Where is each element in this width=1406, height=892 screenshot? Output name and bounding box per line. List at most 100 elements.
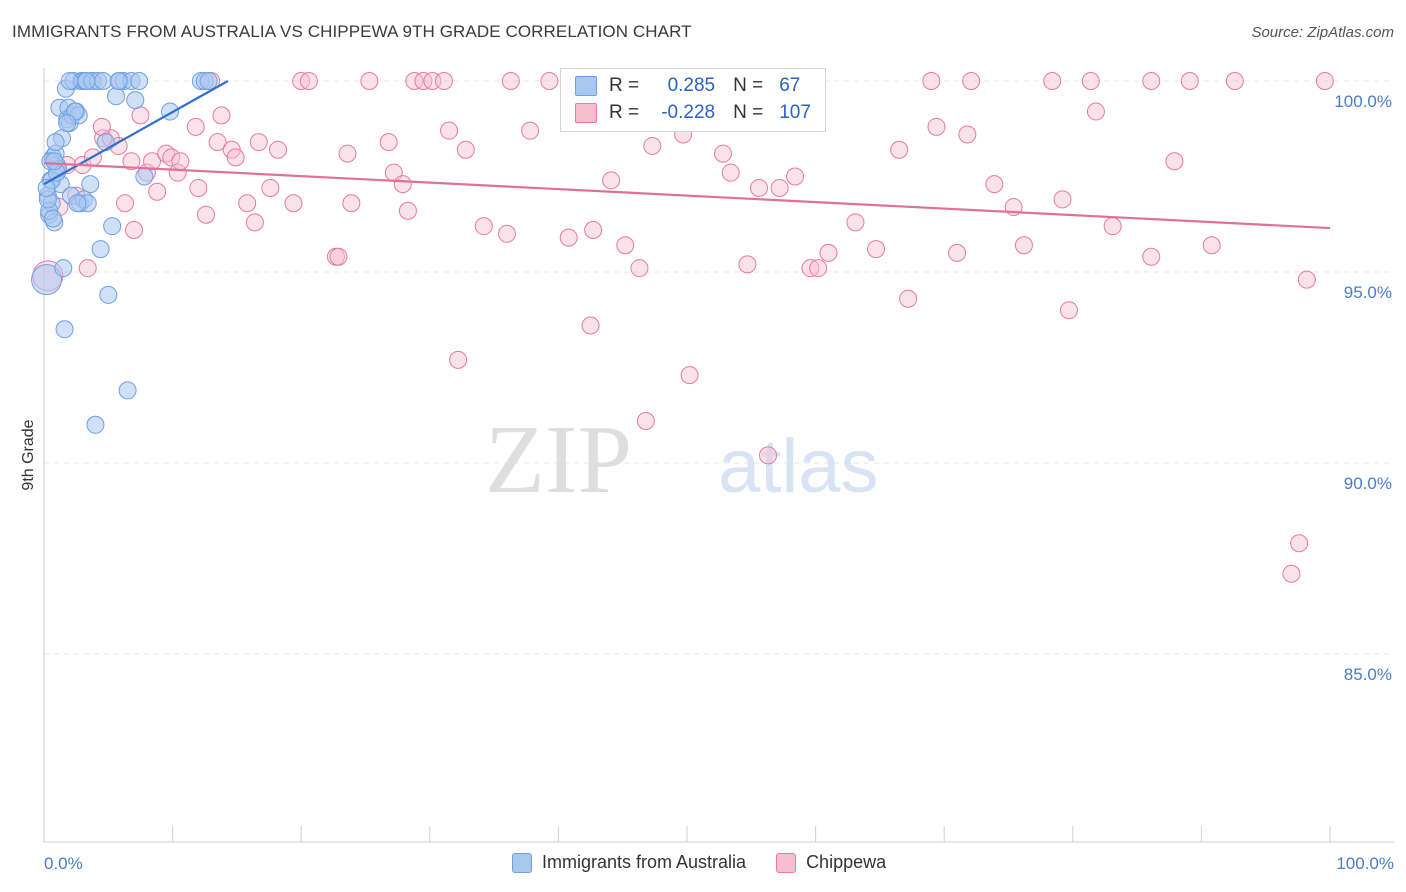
chippewa-point bbox=[434, 72, 453, 90]
legend-swatch-pink bbox=[776, 852, 797, 873]
australia-point bbox=[31, 264, 63, 296]
chippewa-point bbox=[948, 243, 967, 262]
chippewa-trend-line bbox=[43, 162, 1331, 230]
chippewa-point bbox=[1297, 270, 1316, 289]
chippewa-point bbox=[299, 72, 318, 90]
watermark-atlas: atlas bbox=[718, 424, 879, 509]
legend-label: Immigrants from Australia bbox=[542, 852, 747, 872]
y-tick-label: 85.0% bbox=[1344, 665, 1392, 684]
r-label: R = bbox=[609, 102, 640, 123]
chippewa-point bbox=[1086, 102, 1105, 121]
australia-point bbox=[77, 72, 96, 90]
chippewa-point bbox=[186, 117, 205, 136]
chippewa-point bbox=[1180, 72, 1199, 90]
chippewa-point bbox=[125, 220, 144, 239]
australia-point bbox=[44, 209, 63, 228]
australia-point bbox=[68, 194, 87, 213]
chippewa-point bbox=[962, 72, 981, 90]
australia-point bbox=[55, 320, 74, 339]
australia-point bbox=[199, 72, 218, 90]
chippewa-point bbox=[92, 117, 111, 136]
chippewa-point bbox=[212, 106, 231, 125]
y-tick-label: 100.0% bbox=[1334, 92, 1392, 111]
x-tick-label: 100.0% bbox=[1336, 854, 1394, 873]
chippewa-point bbox=[616, 236, 635, 255]
chippewa-point bbox=[819, 243, 838, 262]
chippewa-point bbox=[338, 144, 357, 163]
legend-swatch-blue bbox=[512, 852, 532, 873]
chippewa-point bbox=[197, 205, 216, 224]
y-tick-label: 95.0% bbox=[1344, 283, 1392, 302]
chippewa-point bbox=[958, 125, 977, 144]
chippewa-point bbox=[393, 175, 412, 194]
n-label: N = bbox=[733, 75, 764, 96]
australia-point bbox=[107, 87, 126, 106]
australia-point bbox=[130, 72, 149, 90]
stats-swatch-pink bbox=[575, 103, 597, 123]
australia-point bbox=[109, 72, 128, 90]
chippewa-point bbox=[78, 259, 97, 278]
australia-point bbox=[58, 114, 77, 133]
chippewa-point bbox=[449, 350, 468, 369]
chippewa-point bbox=[414, 72, 433, 90]
legend-item-chippewa[interactable]: Chippewa bbox=[776, 852, 886, 873]
x-tick-label: 0.0% bbox=[44, 854, 83, 873]
chippewa-point bbox=[474, 217, 493, 236]
trend-lines bbox=[43, 80, 1331, 230]
chippewa-point bbox=[581, 316, 600, 335]
legend: Immigrants from Australia Chippewa bbox=[512, 852, 886, 873]
chippewa-point bbox=[846, 213, 865, 232]
chippewa-point bbox=[1014, 236, 1033, 255]
chippewa-point bbox=[890, 140, 909, 159]
stats-row-australia: R = 0.285 N = 67 bbox=[575, 75, 800, 97]
n-value: 67 bbox=[779, 75, 801, 96]
chippewa-point bbox=[284, 194, 303, 213]
chippewa-point bbox=[899, 289, 918, 308]
chippewa-point bbox=[208, 133, 227, 152]
n-value: 107 bbox=[779, 102, 811, 123]
australia-point bbox=[99, 285, 118, 304]
chippewa-point bbox=[292, 72, 311, 90]
gridlines bbox=[44, 80, 1394, 655]
chippewa-point bbox=[770, 178, 789, 197]
r-label: R = bbox=[609, 75, 640, 96]
chippewa-point bbox=[922, 72, 941, 90]
chippewa-point bbox=[1142, 72, 1161, 90]
chippewa-point bbox=[245, 213, 264, 232]
chippewa-point bbox=[116, 194, 135, 213]
chippewa-point bbox=[809, 259, 828, 278]
australia-trend-line bbox=[43, 80, 229, 186]
chippewa-point bbox=[738, 255, 757, 274]
r-value: 0.285 bbox=[667, 75, 716, 96]
chippewa-point bbox=[440, 121, 459, 140]
chippewa-point bbox=[131, 106, 150, 125]
australia-point bbox=[81, 175, 100, 194]
axes bbox=[43, 68, 1394, 843]
chippewa-point bbox=[1225, 72, 1244, 90]
chippewa-point bbox=[602, 171, 621, 190]
chippewa-point bbox=[985, 175, 1004, 194]
chippewa-points bbox=[32, 72, 1334, 583]
chippewa-point bbox=[927, 117, 946, 136]
stats-row-chippewa: R = -0.228 N = 107 bbox=[575, 102, 811, 124]
australia-point bbox=[103, 217, 122, 236]
legend-item-australia[interactable]: Immigrants from Australia bbox=[512, 852, 746, 873]
chippewa-point bbox=[1202, 236, 1221, 255]
chippewa-point bbox=[867, 240, 886, 259]
chippewa-point bbox=[1081, 72, 1100, 90]
australia-point bbox=[94, 72, 113, 90]
australia-point bbox=[46, 133, 65, 152]
chippewa-point bbox=[521, 121, 540, 140]
chippewa-point bbox=[189, 178, 208, 197]
australia-point bbox=[54, 259, 73, 278]
chippewa-point bbox=[1165, 152, 1184, 171]
chippewa-point bbox=[759, 446, 778, 465]
chippewa-point bbox=[1142, 247, 1161, 266]
australia-point bbox=[96, 133, 115, 152]
chippewa-point bbox=[456, 140, 475, 159]
axis-labels: 85.0% 90.0% 95.0% 100.0% 0.0% 100.0% 9th Grade bbox=[20, 92, 1394, 873]
chippewa-point bbox=[714, 144, 733, 163]
chippewa-point bbox=[540, 72, 559, 90]
chippewa-point bbox=[122, 152, 141, 171]
